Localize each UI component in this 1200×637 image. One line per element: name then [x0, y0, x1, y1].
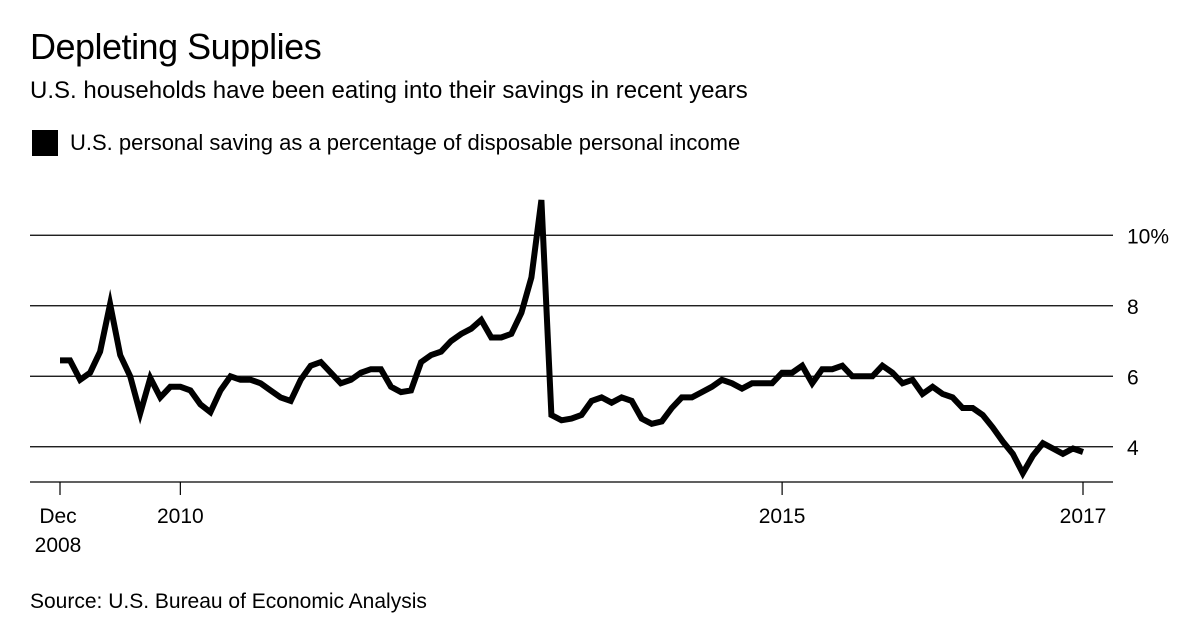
- x-tick-label: 2015: [759, 505, 806, 528]
- series-line: [60, 199, 1084, 480]
- legend-label: U.S. personal saving as a percentage of …: [70, 130, 741, 155]
- y-tick-label: 8: [1127, 296, 1139, 319]
- y-tick-label: 4: [1127, 437, 1139, 460]
- x-tick-label: 2010: [157, 505, 204, 528]
- chart-title: Depleting Supplies: [30, 26, 322, 67]
- x-tick-label: 2017: [1060, 505, 1107, 528]
- x-tick-label: Dec: [39, 505, 76, 528]
- legend-swatch: [32, 130, 58, 156]
- x-tick-label: 2008: [35, 534, 82, 557]
- y-tick-label: 6: [1127, 366, 1139, 389]
- legend: U.S. personal saving as a percentage of …: [32, 130, 740, 156]
- y-tick-label: 10%: [1127, 225, 1169, 248]
- chart-subtitle: U.S. households have been eating into th…: [30, 77, 748, 104]
- source-note: Source: U.S. Bureau of Economic Analysis: [30, 590, 427, 613]
